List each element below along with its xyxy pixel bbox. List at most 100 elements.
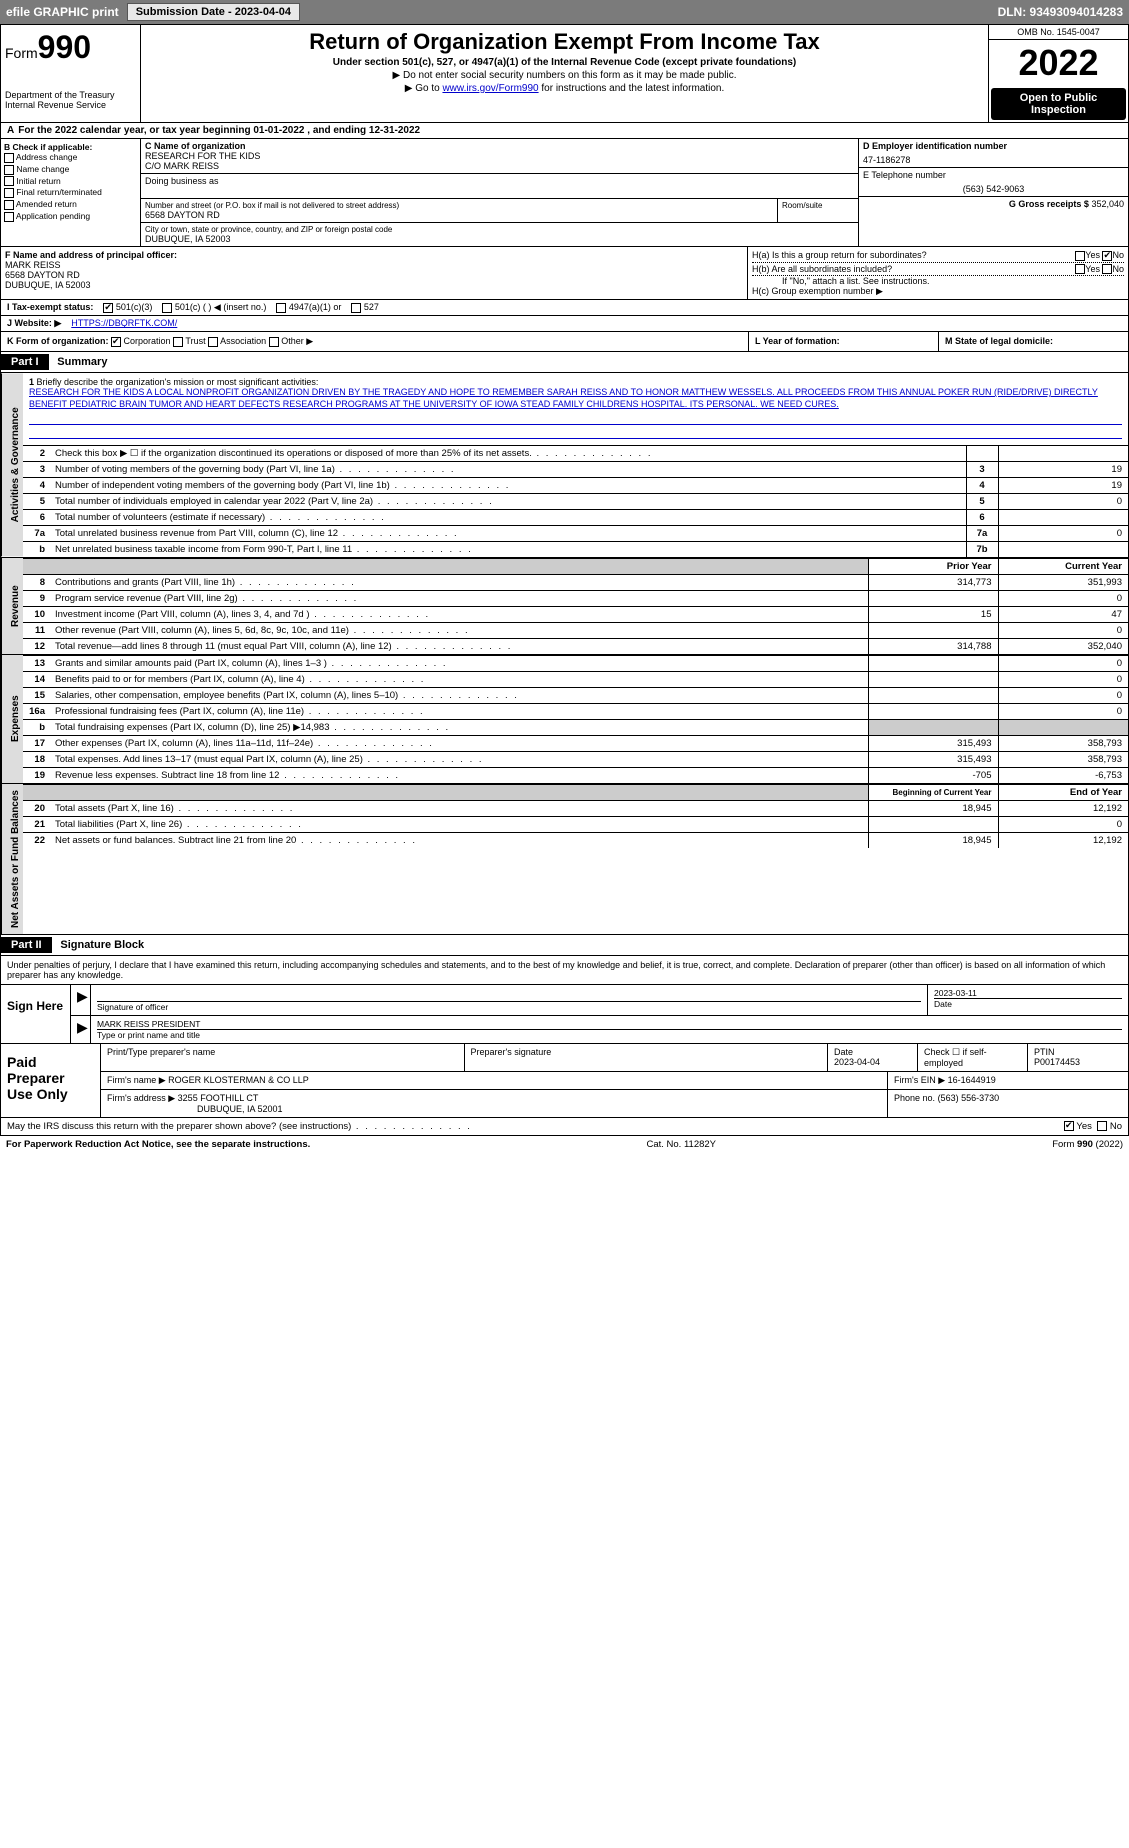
box-l-label: L Year of formation: (755, 336, 840, 346)
firm-phone: (563) 556-3730 (938, 1093, 1000, 1103)
ssn-note: ▶ Do not enter social security numbers o… (149, 70, 980, 81)
table-row: 16aProfessional fundraising fees (Part I… (23, 703, 1128, 719)
cb-name-change[interactable]: Name change (4, 164, 137, 175)
lbl-association: Association (220, 336, 266, 346)
firm-ein: 16-1644919 (948, 1075, 996, 1085)
table-row: 12Total revenue—add lines 8 through 11 (… (23, 638, 1128, 654)
cb-501c[interactable] (162, 303, 172, 313)
table-row: 14Benefits paid to or for members (Part … (23, 671, 1128, 687)
website-row: J Website: ▶ HTTPS://DBQRFTK.COM/ (0, 316, 1129, 332)
self-employed-check[interactable]: Check ☐ if self-employed (918, 1044, 1028, 1071)
firm-name-lbl: Firm's name ▶ (107, 1075, 166, 1085)
officer-group-row: F Name and address of principal officer:… (0, 247, 1129, 300)
paid-preparer-block: Paid Preparer Use Only Print/Type prepar… (0, 1044, 1129, 1118)
cb-527[interactable] (351, 303, 361, 313)
cb-application-pending-lbl: Application pending (16, 211, 90, 221)
box-c: C Name of organization RESEARCH FOR THE … (141, 139, 858, 246)
form-org-row: K Form of organization: Corporation Trus… (0, 332, 1129, 352)
ha-no-cb[interactable] (1102, 251, 1112, 261)
table-row: bNet unrelated business taxable income f… (23, 541, 1128, 557)
table-row: 2Check this box ▶ ☐ if the organization … (23, 445, 1128, 461)
form-number: Form990 (5, 29, 136, 66)
sign-date: 2023-03-11 (934, 988, 1122, 999)
officer-addr1: 6568 DAYTON RD (5, 270, 743, 280)
lbl-trust: Trust (185, 336, 205, 346)
discuss-row: May the IRS discuss this return with the… (0, 1118, 1129, 1136)
irs-link[interactable]: www.irs.gov/Form990 (442, 83, 538, 94)
goto-pre: ▶ Go to (405, 83, 443, 94)
cb-application-pending[interactable]: Application pending (4, 211, 137, 222)
org-name-label: C Name of organization (145, 141, 854, 151)
table-row: 17Other expenses (Part IX, column (A), l… (23, 735, 1128, 751)
cb-amended-return[interactable]: Amended return (4, 199, 137, 210)
table-row: 21Total liabilities (Part X, line 26)0 (23, 816, 1128, 832)
vtab-expenses: Expenses (1, 655, 23, 783)
cb-trust[interactable] (173, 337, 183, 347)
lbl-501c: 501(c) ( ) ◀ (insert no.) (175, 302, 266, 312)
ein-value: 47-1186278 (863, 155, 1124, 165)
net-assets-table: Beginning of Current YearEnd of Year 20T… (23, 784, 1128, 848)
box-f: F Name and address of principal officer:… (1, 247, 748, 299)
discuss-yes-lbl: Yes (1076, 1121, 1092, 1132)
website-link[interactable]: HTTPS://DBQRFTK.COM/ (71, 318, 177, 329)
mission-num: 1 (29, 377, 34, 387)
dba-label: Doing business as (145, 176, 854, 186)
prep-date-lbl: Date (834, 1047, 911, 1057)
box-j-label: J Website: ▶ (7, 318, 61, 329)
governance-table: 2Check this box ▶ ☐ if the organization … (23, 445, 1128, 557)
table-row: 20Total assets (Part X, line 16)18,94512… (23, 800, 1128, 816)
mission-text: RESEARCH FOR THE KIDS A LOCAL NONPROFIT … (29, 387, 1098, 409)
cb-501c3[interactable] (103, 303, 113, 313)
preparer-name-lbl: Print/Type preparer's name (107, 1047, 458, 1057)
cb-final-return[interactable]: Final return/terminated (4, 187, 137, 198)
officer-name: MARK REISS (5, 260, 743, 270)
form-title: Return of Organization Exempt From Incom… (149, 29, 980, 55)
firm-addr-lbl: Firm's address ▶ (107, 1093, 175, 1103)
cb-initial-return-lbl: Initial return (16, 176, 60, 186)
section-governance: Activities & Governance 1 Briefly descri… (0, 373, 1129, 557)
room-suite-label: Room/suite (778, 199, 858, 222)
cb-address-change[interactable]: Address change (4, 152, 137, 163)
hb-yes-cb[interactable] (1075, 264, 1085, 274)
box-a-label: A (7, 125, 14, 136)
dept-treasury: Department of the Treasury (5, 90, 136, 100)
gross-receipts-value: 352,040 (1091, 199, 1124, 209)
cb-corporation[interactable] (111, 337, 121, 347)
box-i-label: I Tax-exempt status: (7, 302, 93, 313)
cb-4947[interactable] (276, 303, 286, 313)
firm-phone-lbl: Phone no. (894, 1093, 935, 1103)
org-info-row: B Check if applicable: Address change Na… (0, 139, 1129, 247)
blank-line (29, 427, 1122, 439)
discuss-no-cb[interactable] (1097, 1121, 1107, 1131)
firm-addr1: 3255 FOOTHILL CT (178, 1093, 259, 1103)
box-b-header: B Check if applicable: (4, 142, 137, 152)
ha-no-lbl: No (1112, 250, 1124, 260)
hc-label: H(c) Group exemption number ▶ (752, 286, 1124, 297)
section-revenue: Revenue Prior YearCurrent Year 8Contribu… (0, 558, 1129, 655)
submission-date-button[interactable]: Submission Date - 2023-04-04 (127, 3, 300, 21)
form-word: Form (5, 45, 38, 61)
cb-initial-return[interactable]: Initial return (4, 176, 137, 187)
section-expenses: Expenses 13Grants and similar amounts pa… (0, 655, 1129, 784)
open-public-badge: Open to Public Inspection (991, 88, 1126, 120)
prep-date: 2023-04-04 (834, 1057, 911, 1067)
phone-value: (563) 542-9063 (863, 184, 1124, 194)
table-row: 5Total number of individuals employed in… (23, 493, 1128, 509)
discuss-yes-cb[interactable] (1064, 1121, 1074, 1131)
box-k-label: K Form of organization: (7, 336, 109, 346)
cb-final-return-lbl: Final return/terminated (16, 187, 102, 197)
table-row: 15Salaries, other compensation, employee… (23, 687, 1128, 703)
org-co: C/O MARK REISS (145, 161, 854, 171)
efile-topbar: efile GRAPHIC print Submission Date - 20… (0, 0, 1129, 24)
section-net-assets: Net Assets or Fund Balances Beginning of… (0, 784, 1129, 935)
ptin-val: P00174453 (1034, 1057, 1122, 1067)
lbl-corporation: Corporation (124, 336, 171, 346)
hb-no-cb[interactable] (1102, 264, 1112, 274)
form-990-num: 990 (38, 29, 91, 65)
eoy-hdr: End of Year (998, 784, 1128, 800)
ha-yes-cb[interactable] (1075, 251, 1085, 261)
prior-year-hdr: Prior Year (868, 558, 998, 574)
table-row: 10Investment income (Part VIII, column (… (23, 606, 1128, 622)
cb-other[interactable] (269, 337, 279, 347)
cb-association[interactable] (208, 337, 218, 347)
